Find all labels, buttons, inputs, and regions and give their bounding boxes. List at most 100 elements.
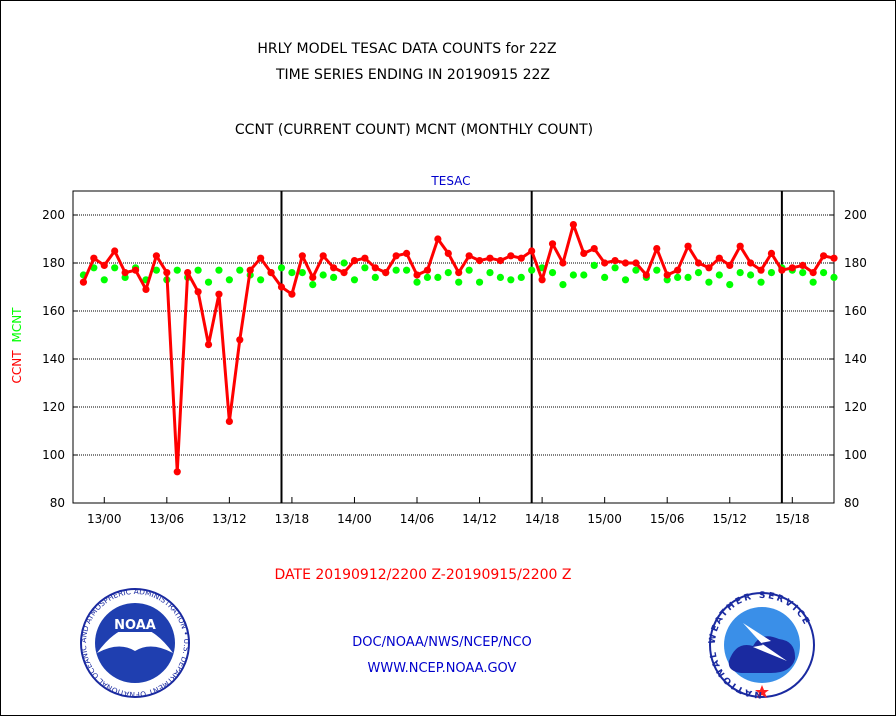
- x-tick-label-14/00: 14/00: [337, 512, 372, 526]
- nws-logo: NATIONAL WEATHER SERVICE: [708, 591, 815, 699]
- ccnt-point-17: [257, 254, 265, 262]
- ccnt-point-69: [799, 261, 807, 269]
- ccnt-point-40: [496, 257, 505, 265]
- ccnt-point-58: [684, 242, 692, 250]
- noaa-logo-text: NOAA: [114, 618, 156, 633]
- ccnt-point-62: [726, 261, 734, 269]
- ccnt-point-31: [402, 249, 411, 257]
- ccnt-point-27: [361, 254, 369, 262]
- mcnt-point-66: [767, 269, 776, 277]
- x-tick-label-15/12: 15/12: [712, 512, 747, 526]
- mcnt-point-61: [715, 271, 723, 279]
- seagull-icon: [97, 627, 173, 653]
- mcnt-point-15: [236, 266, 244, 274]
- ccnt-point-67: [778, 266, 786, 274]
- ccnt-point-32: [413, 271, 421, 279]
- ccnt-point-60: [705, 264, 713, 272]
- mcnt-point-35: [444, 269, 452, 277]
- y-tick-label-right-120: 120: [844, 400, 867, 414]
- mcnt-point-26: [350, 276, 359, 284]
- mcnt-point-55: [653, 266, 661, 274]
- ccnt-point-35: [444, 249, 452, 257]
- url-link[interactable]: WWW.NCEP.NOAA.GOV: [368, 661, 517, 676]
- mcnt-point-51: [611, 264, 619, 272]
- y-tick-label-left-100: 100: [42, 448, 65, 462]
- ccnt-point-20: [288, 290, 296, 298]
- date-range-label: DATE 20190912/2200 Z-20190915/2200 Z: [275, 567, 572, 583]
- chart-title-line-1: HRLY MODEL TESAC DATA COUNTS for 22Z: [257, 41, 556, 57]
- ccnt-point-52: [621, 259, 630, 267]
- ccnt-point-39: [486, 254, 494, 262]
- mcnt-point-27: [361, 264, 369, 272]
- series-mcnt: [79, 259, 838, 289]
- ccnt-point-0: [79, 278, 88, 286]
- ccnt-point-38: [475, 257, 484, 265]
- ccnt-point-30: [392, 252, 400, 260]
- ccnt-point-70: [809, 269, 817, 277]
- noaa-text-bg: [117, 616, 153, 632]
- x-tick-label-15/18: 15/18: [775, 512, 810, 526]
- mcnt-point-72: [830, 273, 838, 281]
- ccnt-point-34: [434, 235, 442, 243]
- mcnt-point-36: [455, 278, 463, 286]
- ccnt-point-59: [694, 259, 703, 267]
- mcnt-point-23: [319, 271, 327, 279]
- day-separator-lines: [280, 191, 783, 503]
- ccnt-point-26: [350, 257, 359, 265]
- x-tick-label-13/00: 13/00: [87, 512, 122, 526]
- ccnt-point-36: [455, 269, 463, 277]
- ccnt-point-7: [152, 252, 160, 260]
- mcnt-point-70: [809, 278, 817, 286]
- ccnt-point-72: [830, 254, 838, 262]
- mcnt-point-20: [288, 269, 296, 277]
- mcnt-point-65: [757, 278, 765, 286]
- ccnt-point-3: [111, 247, 119, 255]
- mcnt-point-41: [507, 276, 515, 284]
- ccnt-point-23: [319, 252, 327, 260]
- mcnt-point-30: [392, 266, 400, 274]
- ccnt-point-63: [736, 242, 744, 250]
- y-tick-label-right-80: 80: [844, 496, 859, 510]
- mcnt-point-49: [590, 261, 598, 269]
- ccnt-point-68: [788, 264, 796, 272]
- ccnt-point-50: [601, 259, 609, 267]
- y-axis-left: 80 100 120 140 160 180 200: [42, 208, 78, 510]
- ccnt-point-56: [663, 271, 671, 279]
- ccnt-point-21: [298, 252, 306, 260]
- ccnt-point-53: [632, 259, 640, 267]
- mcnt-point-48: [580, 271, 588, 279]
- ccnt-point-2: [100, 261, 108, 269]
- mcnt-point-14: [225, 276, 233, 284]
- ccnt-point-18: [267, 269, 275, 277]
- y-label-mcnt: MCNT: [10, 307, 24, 343]
- mcnt-point-3: [111, 264, 119, 272]
- chart-legend-description: CCNT (CURRENT COUNT) MCNT (MONTHLY COUNT…: [235, 122, 593, 138]
- y-tick-label-right-140: 140: [844, 352, 867, 366]
- y-tick-label-left-120: 120: [42, 400, 65, 414]
- mcnt-point-47: [569, 271, 577, 279]
- ccnt-point-42: [517, 254, 525, 262]
- mcnt-point-12: [204, 278, 213, 286]
- chart-title-line-2: TIME SERIES ENDING IN 20190915 22Z: [275, 67, 550, 83]
- lightning-icon: [743, 623, 787, 661]
- mcnt-point-50: [601, 273, 609, 281]
- ccnt-point-46: [559, 259, 567, 267]
- mcnt-point-69: [799, 269, 807, 277]
- x-tick-label-15/00: 15/00: [587, 512, 622, 526]
- org-label: DOC/NOAA/NWS/NCEP/NCO: [352, 635, 531, 650]
- ccnt-point-9: [173, 468, 181, 476]
- ccnt-point-24: [330, 264, 338, 272]
- cloud-icon: [728, 636, 796, 673]
- ccnt-point-15: [236, 336, 244, 344]
- x-tick-label-13/06: 13/06: [150, 512, 185, 526]
- mcnt-point-19: [277, 264, 286, 272]
- mcnt-point-40: [496, 273, 505, 281]
- y-tick-label-left-160: 160: [42, 304, 65, 318]
- ccnt-point-48: [580, 249, 588, 257]
- ccnt-point-43: [528, 247, 536, 255]
- mcnt-point-60: [705, 278, 713, 286]
- ccnt-point-10: [184, 269, 192, 277]
- x-tick-label-14/06: 14/06: [400, 512, 435, 526]
- ccnt-point-37: [465, 252, 473, 260]
